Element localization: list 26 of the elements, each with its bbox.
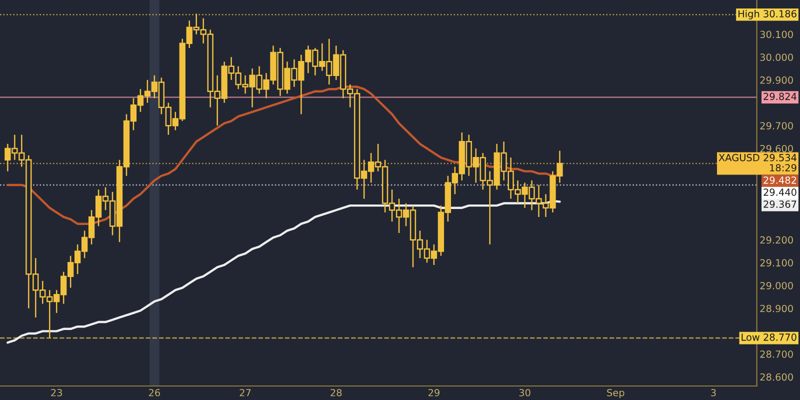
text: 29.367 — [764, 200, 796, 208]
ref-line-label: 29.824 — [764, 92, 796, 100]
x-tick-label: Sep — [607, 388, 624, 398]
y-tick-label: 29.900 — [760, 76, 793, 84]
y-tick-label: 29.100 — [760, 259, 793, 266]
x-tick-label: 26 — [148, 388, 160, 396]
x-tick-label: 28 — [330, 388, 342, 396]
x-tick-label: 3 — [711, 388, 716, 396]
y-tick-label: 29.700 — [760, 122, 793, 130]
ref-line-label: XAGUSD 29.534 18:29 — [718, 154, 796, 172]
y-tick-label: 28.700 — [760, 350, 793, 358]
y-tick-label: 30.000 — [760, 54, 793, 61]
y-tick-label: 28.900 — [760, 304, 793, 312]
x-tick-label: 27 — [240, 388, 251, 396]
ref-line-label: 29.440 — [764, 188, 796, 196]
x-tick-label: 29 — [428, 388, 440, 396]
ref-line-label: High 30.186 — [738, 10, 796, 20]
y-tick-label: 29.000 — [760, 282, 793, 290]
y-tick-label: 29.600 — [760, 144, 793, 152]
ref-line-label: Low 28.770 — [742, 334, 796, 341]
y-tick-label: 29.200 — [760, 236, 793, 244]
x-tick-label: 30 — [519, 388, 530, 396]
y-tick-label: 28.600 — [760, 373, 793, 381]
y-tick-label: 30.100 — [760, 30, 793, 38]
text: 29.482 — [764, 176, 796, 184]
x-tick-label: 23 — [51, 388, 62, 396]
